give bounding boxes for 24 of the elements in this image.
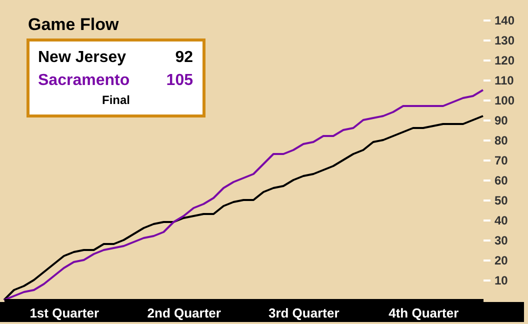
- y-tick-label: 20: [494, 254, 508, 268]
- text: Sacramento: [38, 72, 130, 89]
- y-tick-label: 130: [494, 34, 515, 48]
- y-tick-label: 70: [494, 154, 508, 168]
- y-tick-label: 40: [494, 214, 508, 228]
- x-tick-label: 2nd Quarter: [147, 306, 221, 320]
- annotation: 92: [175, 49, 194, 66]
- y-tick-label: 30: [494, 234, 508, 248]
- annotation: 105: [166, 72, 194, 89]
- y-tick-label: 50: [494, 194, 508, 208]
- y-tick-label: 120: [494, 54, 515, 68]
- y-tick-label: 80: [494, 134, 508, 148]
- y-tick-label: 100: [494, 94, 515, 108]
- x-tick-label: 3rd Quarter: [268, 306, 340, 320]
- y-tick-label: 140: [494, 14, 515, 28]
- x-tick-label: 4th Quarter: [388, 306, 459, 320]
- y-tick-label: 10: [494, 274, 508, 288]
- x-tick-label: 1st Quarter: [30, 306, 100, 320]
- annotation: Final: [102, 93, 130, 107]
- y-tick-label: 110: [494, 74, 514, 88]
- y-tick-label: 90: [494, 114, 508, 128]
- y-tick-label: 60: [494, 174, 508, 188]
- text: New Jersey: [38, 49, 126, 66]
- text: Game Flow: [28, 15, 120, 34]
